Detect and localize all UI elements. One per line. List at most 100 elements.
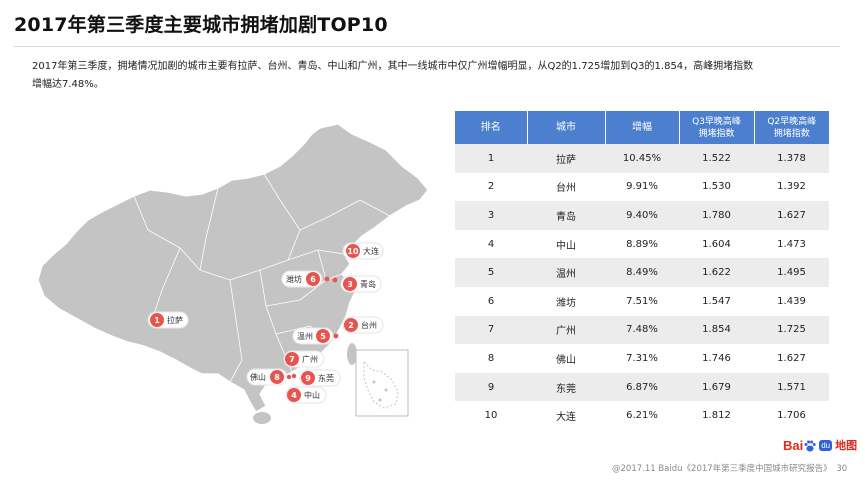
marker-2-city: 台州: [361, 320, 377, 330]
table-row: 5 温州 8.49% 1.622 1.495: [455, 258, 829, 287]
cell-rank: 9: [455, 372, 527, 402]
baidu-map-logo: Bai du 地图: [783, 437, 857, 453]
baidu-paw-icon: [803, 438, 817, 452]
cell-city: 台州: [527, 172, 605, 202]
map-marker-6: 潍坊 6: [281, 270, 330, 288]
cell-rank: 1: [455, 144, 527, 173]
cell-growth: 7.31%: [605, 344, 679, 373]
cell-q3: 1.746: [679, 344, 754, 373]
header-q2-line2: 拥堵指数: [773, 128, 810, 139]
marker-9-num: 9: [305, 374, 311, 383]
header-q3-line1: Q3早晚高峰: [692, 116, 741, 127]
marker-6-city: 潍坊: [286, 274, 302, 284]
cell-growth: 6.21%: [605, 401, 679, 430]
logo-ditu-text: 地图: [835, 439, 858, 452]
cell-city: 拉萨: [527, 144, 605, 173]
header-growth: 增幅: [605, 111, 680, 144]
cell-growth: 9.91%: [605, 172, 679, 202]
header-q3-line2: 拥堵指数: [698, 128, 735, 139]
table-row: 2 台州 9.91% 1.530 1.392: [455, 172, 829, 202]
intro-line-2: 增幅达7.48%。: [32, 79, 104, 90]
table-row: 8 佛山 7.31% 1.746 1.627: [455, 344, 829, 373]
cell-growth: 7.51%: [605, 286, 679, 316]
page-title: 2017年第三季度主要城市拥堵加剧TOP10: [14, 14, 388, 36]
marker-1-num: 1: [154, 316, 160, 325]
cell-q2: 1.495: [754, 258, 829, 287]
cell-rank: 10: [455, 401, 527, 430]
congestion-ranking-table: 排名 城市 增幅 Q3早晚高峰 拥堵指数 Q2早晚高峰 拥堵指数 1 拉萨 10…: [455, 111, 829, 430]
map-marker-7: 7 广州: [283, 350, 325, 368]
marker-5-city: 温州: [297, 332, 313, 341]
cell-q2: 1.725: [754, 315, 829, 345]
cell-growth: 8.49%: [605, 258, 679, 287]
page-number: 30: [836, 464, 848, 474]
cell-growth: 8.89%: [605, 229, 679, 259]
cell-city: 温州: [527, 258, 605, 287]
cell-q3: 1.679: [679, 372, 754, 402]
marker-8-city: 佛山: [250, 372, 266, 382]
cell-q3: 1.622: [679, 258, 754, 287]
marker-7-num: 7: [289, 355, 295, 364]
cell-rank: 7: [455, 315, 527, 345]
cell-city: 大连: [527, 401, 605, 430]
page-footer: @2017.11 Baidu《2017年第三季度中国城市研究报告》 30: [612, 462, 847, 474]
intro-line-1: 2017年第三季度，拥堵情况加剧的城市主要有拉萨、台州、青岛、中山和广州，其中一…: [32, 61, 754, 72]
marker-4-num: 4: [291, 391, 297, 400]
cell-q2: 1.627: [754, 201, 829, 230]
cell-rank: 8: [455, 344, 527, 373]
cell-growth: 9.40%: [605, 201, 679, 230]
china-map: 10 大连 潍坊 6 3 青岛 1 拉萨 2: [30, 120, 450, 430]
logo-du-text: du: [819, 439, 833, 451]
logo-bai-text: Bai: [783, 437, 804, 453]
cell-city: 中山: [527, 229, 605, 259]
cell-q2: 1.473: [754, 229, 829, 259]
map-marker-9: 9 东莞: [299, 369, 341, 387]
marker-2-num: 2: [348, 321, 354, 330]
map-marker-10: 10 大连: [342, 242, 384, 260]
table-row: 6 潍坊 7.51% 1.547 1.439: [455, 286, 829, 316]
table-header-row: 排名 城市 增幅 Q3早晚高峰 拥堵指数 Q2早晚高峰 拥堵指数: [455, 111, 829, 144]
cell-q3: 1.547: [679, 286, 754, 316]
marker-7-city: 广州: [302, 354, 318, 364]
table-row: 10 大连 6.21% 1.812 1.706: [455, 401, 829, 430]
table-row: 4 中山 8.89% 1.604 1.473: [455, 229, 829, 259]
marker-4-city: 中山: [304, 390, 320, 400]
table-row: 7 广州 7.48% 1.854 1.725: [455, 315, 829, 345]
header-rank: 排名: [455, 111, 528, 144]
table-row: 1 拉萨 10.45% 1.522 1.378: [455, 144, 829, 173]
cell-rank: 4: [455, 229, 527, 259]
marker-10-city: 大连: [363, 246, 379, 256]
cell-q2: 1.706: [754, 401, 829, 430]
marker-5-num: 5: [320, 332, 326, 341]
cell-city: 青岛: [527, 201, 605, 230]
intro-paragraph: 2017年第三季度，拥堵情况加剧的城市主要有拉萨、台州、青岛、中山和广州，其中一…: [32, 58, 832, 94]
cell-q3: 1.604: [679, 229, 754, 259]
footer-copyright: @2017.11 Baidu《2017年第三季度中国城市研究报告》: [612, 464, 832, 474]
cell-rank: 6: [455, 286, 527, 316]
china-map-svg: 10 大连 潍坊 6 3 青岛 1 拉萨 2: [37, 123, 429, 424]
cell-q3: 1.780: [679, 201, 754, 230]
map-marker-3: 3 青岛: [332, 275, 382, 293]
map-marker-5: 温州 5: [292, 327, 339, 345]
marker-9-city: 东莞: [318, 373, 334, 383]
cell-q3: 1.812: [679, 401, 754, 430]
cell-city: 佛山: [527, 344, 605, 373]
map-marker-8: 佛山 8: [246, 368, 297, 386]
table-row: 3 青岛 9.40% 1.780 1.627: [455, 201, 829, 230]
header-q2-index: Q2早晚高峰 拥堵指数: [754, 111, 829, 144]
cell-q3: 1.522: [679, 144, 754, 173]
title-divider: [14, 46, 840, 47]
marker-6-num: 6: [310, 275, 316, 284]
map-marker-1: 1 拉萨: [147, 311, 189, 329]
map-marker-4: 4 中山: [285, 386, 327, 404]
cell-q2: 1.571: [754, 372, 829, 402]
cell-rank: 3: [455, 201, 527, 230]
cell-growth: 10.45%: [605, 144, 679, 173]
marker-1-city: 拉萨: [167, 315, 183, 325]
cell-q3: 1.854: [679, 315, 754, 345]
cell-q2: 1.378: [754, 144, 829, 173]
cell-q3: 1.530: [679, 172, 754, 202]
cell-growth: 6.87%: [605, 372, 679, 402]
header-q3-index: Q3早晚高峰 拥堵指数: [679, 111, 755, 144]
marker-3-num: 3: [347, 280, 353, 289]
